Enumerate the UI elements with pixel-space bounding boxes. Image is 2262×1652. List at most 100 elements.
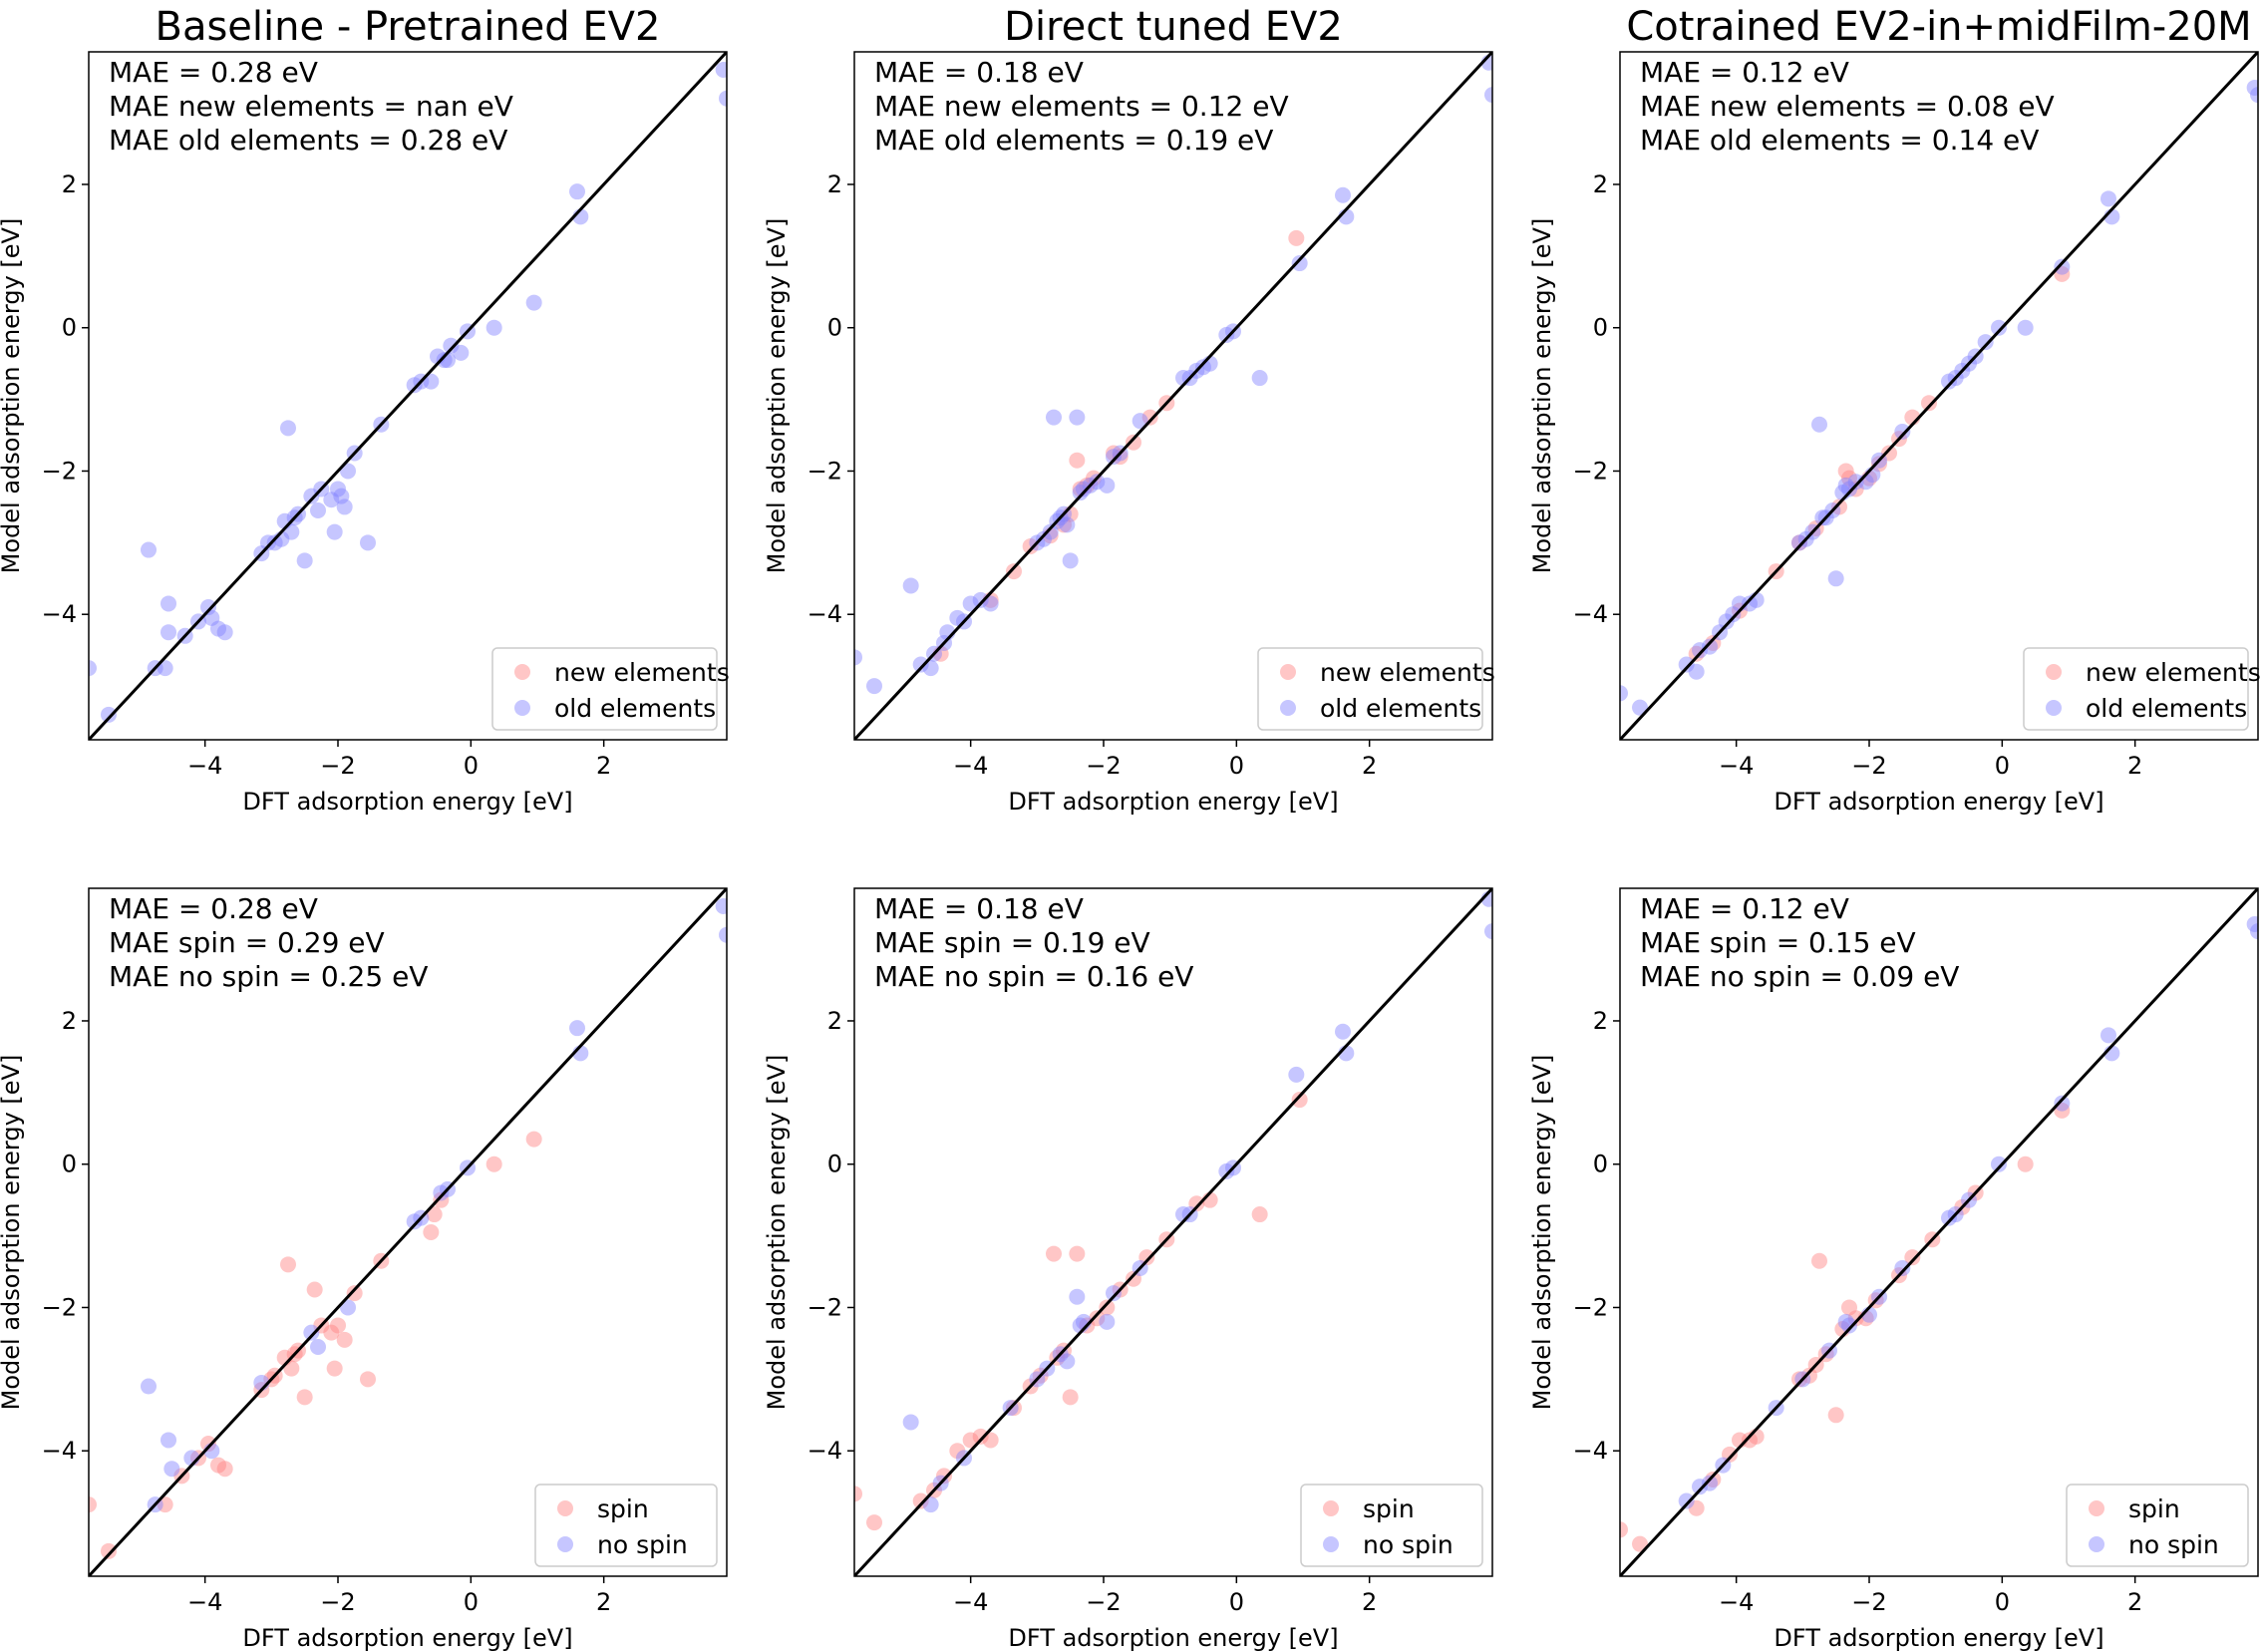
- legend: new elements old elements: [2023, 647, 2261, 731]
- y-tick-label: −2: [42, 457, 77, 485]
- data-point-old-elements: [1062, 552, 1079, 569]
- data-point-old-elements: [1814, 509, 1831, 526]
- data-point-spin: [306, 1281, 323, 1298]
- y-tick-label: −4: [1573, 600, 1608, 628]
- data-point-spin: [2017, 1156, 2034, 1172]
- data-point-no-spin: [2250, 923, 2258, 940]
- x-tick-label: −2: [1086, 752, 1121, 780]
- data-point-spin: [1620, 1521, 1628, 1538]
- y-tick-label: 0: [827, 1151, 842, 1178]
- data-point-new-elements: [1006, 563, 1022, 580]
- data-point-spin: [1904, 1249, 1921, 1266]
- data-point-old-elements: [333, 488, 350, 504]
- legend-box: [1300, 1484, 1483, 1567]
- data-point-new-elements: [1069, 452, 1086, 469]
- mae-annotation: MAE old elements = 0.19 eV: [874, 124, 1273, 157]
- data-point-old-elements: [962, 595, 979, 612]
- data-point-old-elements: [1692, 642, 1708, 659]
- data-point-old-elements: [443, 337, 460, 354]
- axes-frame: [853, 887, 1493, 1577]
- parity-line: [89, 888, 727, 1576]
- data-point-no-spin: [715, 897, 727, 914]
- x-tick-label: 2: [1362, 1588, 1377, 1616]
- data-point-spin: [1811, 1252, 1827, 1269]
- data-point-no-spin: [406, 1213, 423, 1230]
- data-point-no-spin: [141, 1378, 157, 1395]
- subplot-3: Cotrained EV2-in+midFilm-20M −4 −2 0 2 −4 −2 0 2…: [1528, 4, 2261, 816]
- y-axis-label: Model adsorption energy [eV]: [0, 1055, 25, 1411]
- data-point-old-elements: [2100, 190, 2116, 207]
- data-point-old-elements: [1977, 334, 1994, 351]
- y-axis-label: Model adsorption energy [eV]: [0, 218, 25, 574]
- x-tick-label: −4: [953, 1588, 988, 1616]
- data-point-old-elements: [1195, 359, 1211, 376]
- x-tick-label: 2: [1362, 752, 1377, 780]
- axes-frame: [88, 887, 728, 1577]
- data-point-old-elements: [1099, 477, 1116, 494]
- data-point-spin: [1062, 1389, 1079, 1406]
- data-point-old-elements: [1742, 595, 1758, 612]
- data-point-spin: [854, 1486, 862, 1502]
- data-point-no-spin: [1692, 1479, 1708, 1495]
- y-tick-label: 0: [62, 1151, 77, 1178]
- y-tick-label: 0: [1593, 1151, 1608, 1178]
- data-point-no-spin: [1894, 1259, 1911, 1276]
- data-point-spin: [210, 1457, 226, 1474]
- data-point-old-elements: [161, 624, 176, 641]
- x-tick-label: 0: [464, 752, 479, 780]
- data-point-old-elements: [569, 183, 585, 200]
- legend-label: old elements: [1320, 694, 1481, 723]
- data-point-spin: [330, 1317, 346, 1334]
- mae-annotation: MAE no spin = 0.09 eV: [1640, 960, 1959, 993]
- y-tick-label: −4: [42, 600, 77, 628]
- data-point-spin: [962, 1432, 979, 1449]
- data-point-new-elements: [1056, 516, 1072, 533]
- parity-line: [1620, 888, 2258, 1576]
- data-point-no-spin: [1484, 923, 1492, 940]
- data-point-old-elements: [1632, 699, 1648, 716]
- y-tick-label: 2: [62, 170, 77, 198]
- legend-label: no spin: [597, 1530, 688, 1559]
- legend-label: spin: [1363, 1494, 1415, 1523]
- data-point-no-spin: [1288, 1066, 1305, 1083]
- mae-annotation: MAE new elements = 0.12 eV: [874, 90, 1289, 123]
- subplot-1: Baseline - Pretrained EV2 −4 −2 0 2 −4 −2 0 2 DFT…: [0, 4, 730, 816]
- x-tick-label: 2: [2127, 1588, 2142, 1616]
- legend-box: [2023, 647, 2249, 731]
- x-axis-label: DFT adsorption energy [eV]: [1008, 1624, 1338, 1652]
- x-tick-label: −4: [187, 1588, 222, 1616]
- data-point-old-elements: [326, 523, 343, 540]
- x-tick-label: 2: [596, 752, 611, 780]
- subplot-2: Direct tuned EV2 −4 −2 0 2 −4 −2 0 2 DFT adsorpti…: [763, 4, 1495, 816]
- data-point-old-elements: [949, 609, 966, 626]
- data-point-spin: [1847, 1310, 1864, 1327]
- legend-label: new elements: [554, 658, 730, 687]
- mae-annotation: MAE spin = 0.29 eV: [109, 926, 385, 959]
- data-point-spin: [1069, 1245, 1086, 1262]
- data-point-new-elements: [1288, 229, 1305, 246]
- y-tick-label: 2: [827, 170, 842, 198]
- legend: spin no spin: [2066, 1484, 2249, 1567]
- data-point-spin: [1188, 1195, 1205, 1212]
- data-point-spin: [525, 1131, 542, 1148]
- mae-annotation: MAE = 0.28 eV: [109, 892, 318, 925]
- data-point-no-spin: [310, 1339, 326, 1355]
- data-point-no-spin: [1218, 1162, 1235, 1179]
- mae-annotation: MAE = 0.28 eV: [109, 56, 318, 89]
- data-point-old-elements: [101, 706, 117, 723]
- data-point-old-elements: [216, 624, 233, 641]
- legend-marker: [557, 1536, 573, 1552]
- data-point-spin: [972, 1428, 989, 1445]
- subplot-5: −4 −2 0 2 −4 −2 0 2 DFT adsorption energy [eV] Mo…: [763, 887, 1493, 1652]
- x-tick-label: 0: [1229, 1588, 1244, 1616]
- data-point-old-elements: [1702, 638, 1718, 655]
- y-tick-label: −2: [1573, 1293, 1608, 1321]
- data-point-no-spin: [340, 1299, 356, 1316]
- data-point-new-elements: [1841, 470, 1857, 487]
- legend-box: [491, 647, 718, 731]
- y-tick-label: 0: [827, 314, 842, 342]
- data-point-no-spin: [303, 1324, 320, 1341]
- data-point-old-elements: [972, 591, 989, 608]
- data-point-old-elements: [922, 660, 939, 677]
- data-point-new-elements: [1921, 395, 1937, 412]
